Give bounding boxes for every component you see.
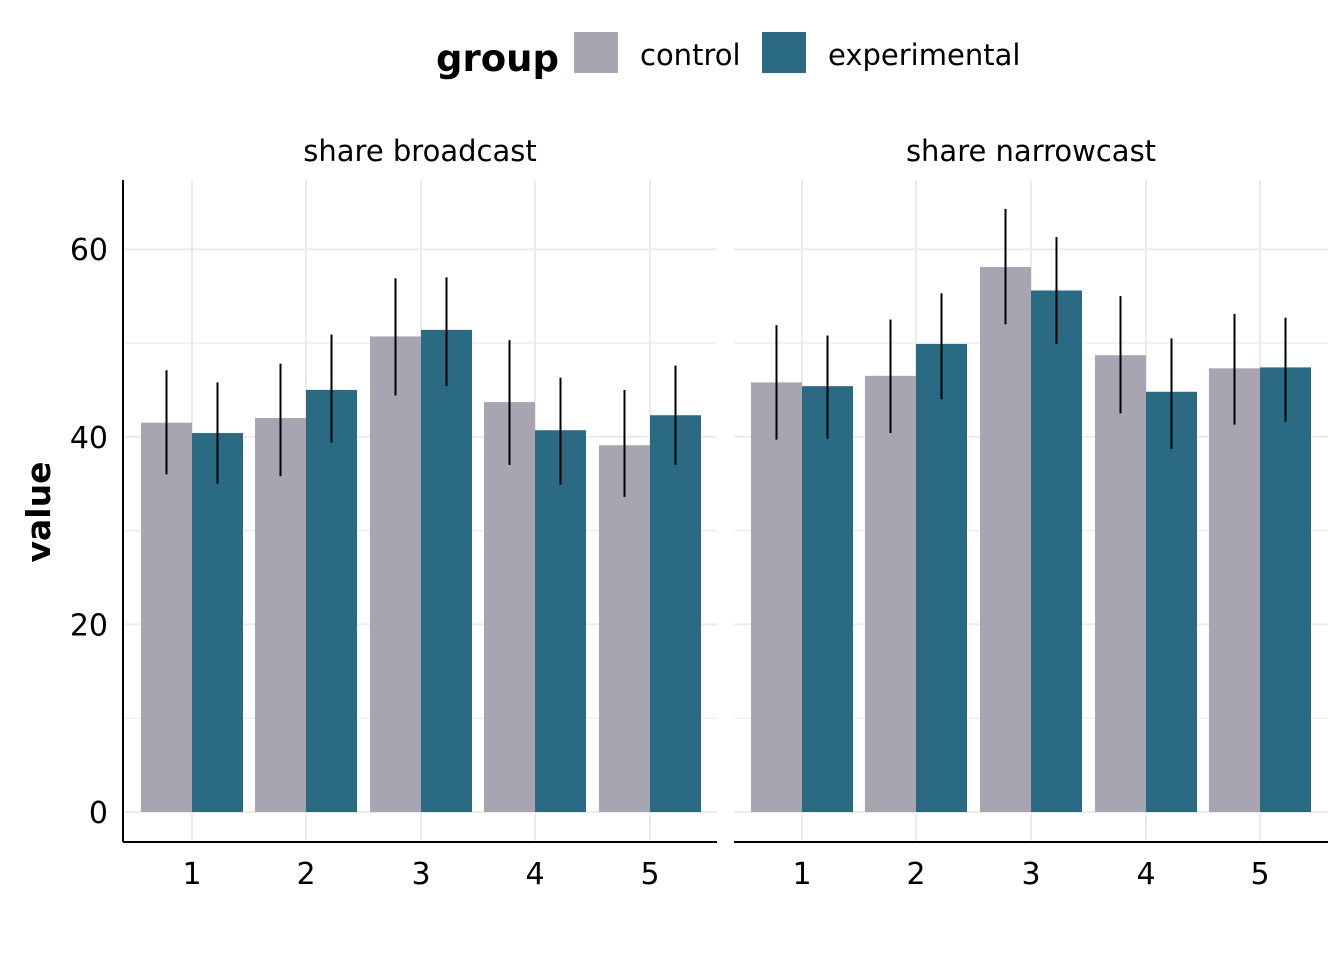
bar-experimental-4 bbox=[1146, 391, 1197, 812]
bar-control-3 bbox=[370, 336, 421, 812]
bar-experimental-2 bbox=[916, 343, 967, 812]
bar-control-2 bbox=[255, 418, 306, 812]
bar-control-4 bbox=[1095, 355, 1146, 812]
bar-control-5 bbox=[1209, 368, 1260, 812]
x-tick-label: 4 bbox=[1136, 857, 1155, 892]
bar-control-1 bbox=[141, 422, 192, 812]
y-tick-label: 20 bbox=[70, 608, 108, 643]
error-bars bbox=[165, 277, 677, 497]
bar-experimental-1 bbox=[802, 386, 853, 812]
bar-experimental-5 bbox=[1260, 367, 1311, 812]
x-tick-labels: 1 2 3 4 5 bbox=[182, 857, 659, 892]
x-tick-label: 1 bbox=[182, 857, 201, 892]
bars bbox=[141, 329, 701, 812]
x-tick-label: 3 bbox=[411, 857, 430, 892]
bars bbox=[751, 267, 1311, 813]
panel-share-broadcast: 1 2 3 4 5 share broadcast bbox=[122, 134, 717, 892]
bar-experimental-3 bbox=[1031, 290, 1082, 812]
y-tick-labels: 0 20 40 60 bbox=[70, 233, 108, 831]
x-tick-label: 1 bbox=[792, 857, 811, 892]
axes bbox=[122, 180, 717, 843]
x-tick-labels: 1 2 3 4 5 bbox=[792, 857, 1269, 892]
bar-control-2 bbox=[865, 375, 916, 812]
x-tick-label: 5 bbox=[640, 857, 659, 892]
y-axis-title: value bbox=[19, 462, 58, 563]
bar-experimental-1 bbox=[192, 433, 243, 812]
bar-experimental-2 bbox=[306, 389, 357, 812]
legend-title: group bbox=[436, 37, 559, 80]
bar-control-1 bbox=[751, 382, 802, 812]
bar-control-5 bbox=[599, 445, 650, 812]
legend: group control experimental bbox=[436, 32, 1020, 80]
bar-control-4 bbox=[484, 402, 535, 812]
facet-title-share-narrowcast: share narrowcast bbox=[906, 134, 1156, 168]
bar-experimental-4 bbox=[535, 430, 586, 812]
legend-label-experimental: experimental bbox=[828, 38, 1020, 72]
x-tick-label: 2 bbox=[906, 857, 925, 892]
x-tick-label: 3 bbox=[1021, 857, 1040, 892]
legend-key-experimental bbox=[762, 32, 806, 73]
y-tick-label: 0 bbox=[89, 796, 108, 831]
panel-share-narrowcast: 1 2 3 4 5 share narrowcast bbox=[734, 134, 1328, 892]
x-tick-label: 4 bbox=[525, 857, 544, 892]
x-tick-label: 5 bbox=[1250, 857, 1269, 892]
y-tick-label: 40 bbox=[70, 421, 108, 456]
bar-experimental-3 bbox=[421, 329, 472, 812]
facet-title-share-broadcast: share broadcast bbox=[303, 134, 536, 168]
bar-experimental-5 bbox=[650, 415, 701, 812]
error-bars bbox=[775, 208, 1287, 449]
bar-control-3 bbox=[980, 267, 1031, 813]
legend-key-control bbox=[574, 32, 618, 73]
legend-label-control: control bbox=[640, 38, 741, 72]
y-tick-label: 60 bbox=[70, 233, 108, 268]
x-tick-label: 2 bbox=[296, 857, 315, 892]
